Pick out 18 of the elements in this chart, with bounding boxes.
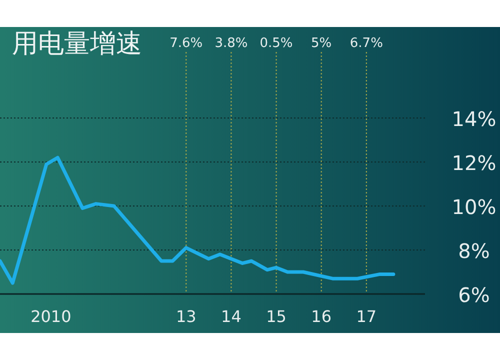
- annotation: 3.8%: [214, 36, 248, 51]
- x-tick-label: 2010: [30, 307, 72, 326]
- y-tick-label: 14%: [452, 107, 496, 131]
- x-tick-label: 15: [266, 307, 286, 326]
- y-tick-label: 8%: [458, 239, 490, 263]
- annotation: 7.6%: [170, 36, 203, 51]
- line-series: [0, 156, 396, 285]
- annotation: 5%: [311, 36, 332, 51]
- y-tick-label: 10%: [452, 195, 496, 219]
- x-tick-label: 13: [176, 307, 196, 326]
- x-tick-label: 17: [356, 307, 377, 326]
- x-tick-label: 16: [311, 307, 332, 326]
- chart-title: 用电量增速: [12, 29, 142, 59]
- annotation: 6.7%: [350, 36, 383, 51]
- x-tick-label: 14: [221, 307, 242, 326]
- y-tick-label: 6%: [458, 283, 490, 307]
- annotation: 0.5%: [260, 36, 293, 51]
- y-tick-label: 12%: [452, 151, 496, 175]
